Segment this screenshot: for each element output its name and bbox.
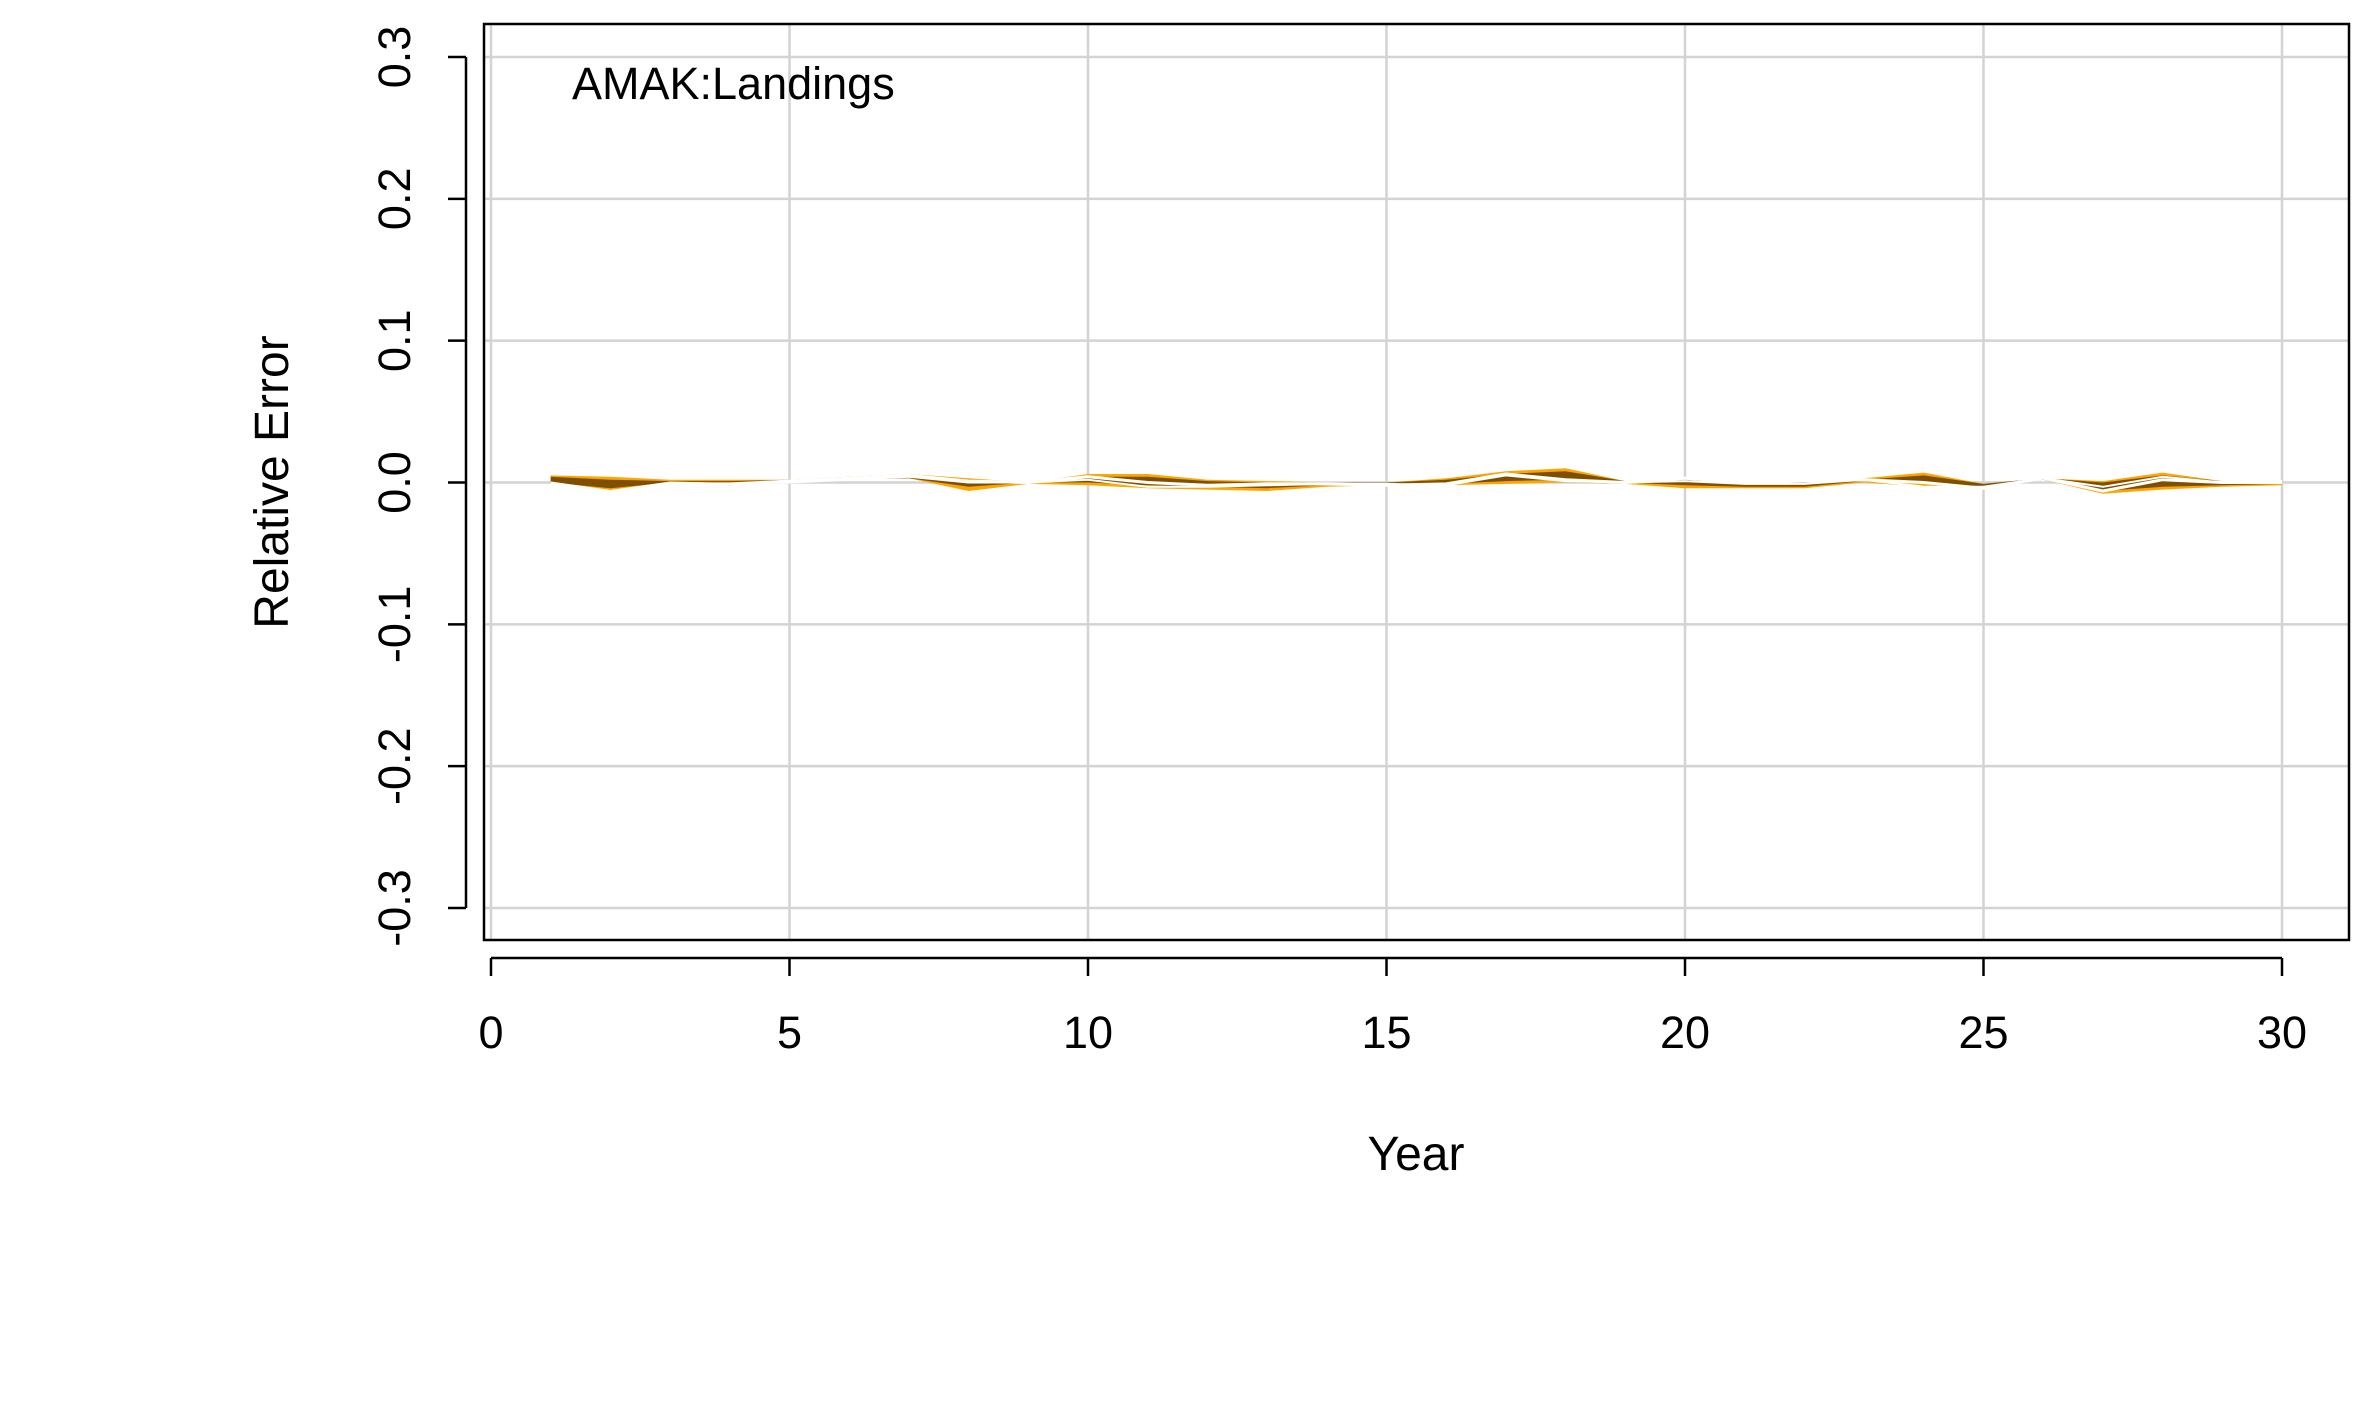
y-axis: -0.3 -0.2 -0.1 0.0 0.1 0.2 0.3: [369, 26, 468, 947]
series-lines: [550, 472, 2283, 496]
x-tick-label: 30: [2257, 1007, 2307, 1058]
x-tick-label: 25: [1958, 1007, 2008, 1058]
y-tick-label: -0.1: [369, 586, 420, 664]
x-tick-label: 0: [478, 1007, 503, 1058]
x-tick-label: 5: [777, 1007, 802, 1058]
y-tick-label: 0.1: [369, 309, 420, 372]
x-tick-label: 15: [1361, 1007, 1411, 1058]
y-tick-label: -0.3: [369, 869, 420, 947]
panel-annotation: AMAK:Landings: [572, 58, 895, 109]
x-axis: 0 5 10 15 20 25 30: [478, 956, 2307, 1058]
y-tick-label: -0.2: [369, 727, 420, 805]
inner-band: [550, 471, 2283, 491]
x-tick-label: 20: [1660, 1007, 1710, 1058]
run-line: [550, 474, 2283, 492]
y-tick-label: 0.0: [369, 451, 420, 514]
plot-frame: [482, 22, 2351, 942]
y-axis-title: Relative Error: [246, 335, 299, 628]
x-tick-label: 10: [1063, 1007, 1113, 1058]
outer-band: [550, 468, 2283, 494]
confidence-bands: [550, 468, 2283, 494]
y-tick-label: 0.3: [369, 26, 420, 89]
y-tick-label: 0.2: [369, 168, 420, 231]
x-axis-title: Year: [1368, 1128, 1465, 1181]
